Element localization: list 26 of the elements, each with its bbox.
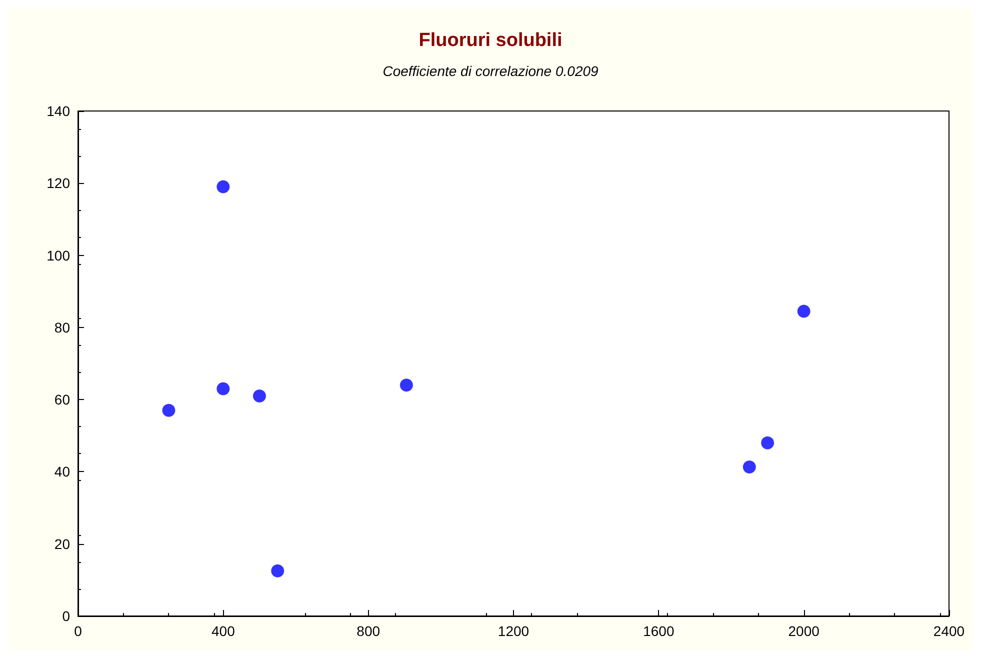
y-tick-label: 60: [54, 392, 70, 408]
x-tick-label: 0: [74, 623, 82, 639]
point: [216, 180, 230, 194]
x-tick-label: 800: [356, 623, 380, 639]
point: [761, 436, 774, 450]
point: [216, 382, 230, 396]
y-tick-label: 80: [54, 319, 70, 336]
y-tick-label: 120: [46, 175, 70, 192]
x-tick-label: 2400: [933, 623, 965, 639]
y-tick-label: 0: [62, 608, 70, 624]
point: [162, 404, 176, 417]
y-tick-label: 40: [54, 464, 70, 480]
y-tick-label: 140: [46, 103, 70, 119]
y-tick-label: 20: [54, 536, 70, 552]
point: [400, 378, 413, 392]
point: [252, 389, 266, 402]
x-tick-label: 2000: [788, 623, 820, 639]
x-tick-label: 1200: [498, 623, 530, 639]
x-tick-label: 1600: [643, 623, 674, 639]
y-tick-label: 100: [46, 247, 70, 264]
chart-subtitle: Coefficiente di correlazione 0.0209: [382, 63, 599, 79]
point: [797, 304, 810, 318]
point: [271, 564, 284, 578]
chart-title: Fluoruri solubili: [418, 30, 562, 51]
x-tick-label: 400: [211, 623, 236, 639]
point: [742, 460, 756, 474]
